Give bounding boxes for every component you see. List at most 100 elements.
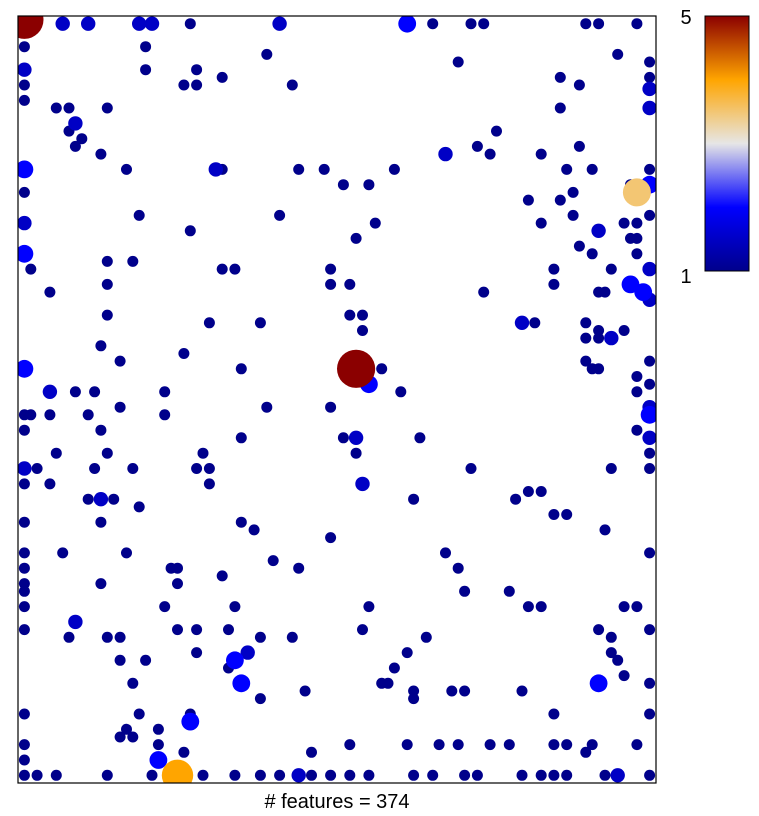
scatter-point — [484, 739, 496, 751]
scatter-point — [634, 283, 653, 301]
scatter-point — [82, 409, 94, 421]
scatter-point — [191, 79, 203, 91]
scatter-point — [144, 16, 160, 31]
scatter-point — [471, 769, 483, 781]
scatter-point — [114, 401, 126, 413]
scatter-point — [31, 463, 43, 474]
scatter-point — [459, 585, 471, 597]
scatter-point — [350, 232, 362, 244]
scatter-point — [573, 240, 585, 252]
scatter-point — [63, 631, 75, 643]
scatter-point — [203, 478, 215, 490]
scatter-point — [114, 731, 126, 743]
scatter-point — [382, 677, 394, 689]
scatter-point — [178, 79, 190, 91]
scatter-point — [586, 248, 598, 260]
scatter-point — [101, 631, 113, 643]
scatter-point — [18, 585, 30, 597]
scatter-point — [140, 64, 152, 76]
scatter-point — [140, 654, 152, 666]
scatter-point — [229, 601, 241, 613]
scatter-point — [55, 16, 70, 31]
scatter-point — [69, 386, 81, 398]
scatter-point — [18, 215, 32, 231]
scatter-point — [18, 601, 30, 613]
scatter-point — [561, 163, 573, 175]
scatter-point — [95, 516, 107, 528]
scatter-point — [248, 524, 260, 536]
scatter-point — [191, 463, 203, 474]
scatter-point — [599, 769, 611, 781]
scatter-point — [318, 163, 330, 175]
scatter-point — [133, 708, 145, 720]
scatter-point — [31, 769, 43, 781]
scatter-point — [95, 148, 107, 160]
colorbar-max-label: 5 — [680, 7, 691, 29]
scatter-point — [644, 624, 656, 636]
scatter-point — [503, 739, 515, 751]
scatter-point — [254, 693, 266, 705]
scatter-point — [18, 424, 30, 436]
scatter-point — [398, 16, 417, 33]
scatter-point — [93, 492, 109, 507]
scatter-point — [561, 769, 573, 781]
colorbar — [704, 15, 750, 272]
scatter-point — [452, 56, 464, 68]
scatter-point — [274, 209, 286, 221]
scatter-point — [355, 476, 370, 492]
scatter-point — [631, 424, 643, 436]
scatter-point — [172, 562, 183, 574]
scatter-point — [159, 386, 171, 398]
scatter-point — [261, 401, 273, 413]
scatter-point — [408, 693, 420, 705]
scatter-point — [586, 163, 598, 175]
scatter-point — [121, 723, 132, 735]
scatter-point — [593, 624, 605, 636]
scatter-point — [44, 409, 56, 421]
scatter-point — [471, 140, 483, 152]
scatter-point — [503, 585, 515, 597]
scatter-point — [325, 401, 337, 413]
scatter-point — [510, 493, 522, 505]
scatter-point — [240, 645, 255, 660]
scatter-point — [644, 677, 656, 689]
scatter-point — [152, 739, 164, 751]
scatter-point — [427, 18, 439, 30]
scatter-point — [593, 363, 605, 375]
scatter-point — [612, 48, 624, 60]
scatter-point — [408, 493, 420, 505]
scatter-point — [57, 547, 69, 559]
scatter-point — [605, 647, 617, 659]
scatter-point — [81, 16, 96, 31]
scatter-point — [618, 601, 630, 613]
scatter-point — [522, 194, 534, 206]
scatter-point — [522, 486, 534, 497]
scatter-point — [567, 186, 579, 198]
scatter-point — [108, 493, 120, 505]
scatter-point — [68, 614, 83, 630]
scatter-point — [178, 746, 190, 758]
scatter-point — [197, 769, 209, 781]
scatter-point — [363, 601, 375, 613]
scatter-point — [25, 409, 37, 421]
scatter-point — [18, 547, 30, 559]
scatter-point — [535, 601, 547, 613]
scatter-point — [644, 209, 656, 221]
scatter-point — [344, 769, 356, 781]
scatter-point — [561, 739, 573, 751]
scatter-point — [18, 739, 30, 751]
scatter-point — [631, 248, 643, 260]
scatter-point — [50, 447, 62, 459]
scatter-point — [554, 71, 566, 83]
scatter-point — [414, 432, 426, 444]
scatter-point — [293, 562, 305, 574]
scatter-point — [208, 162, 223, 177]
scatter-point — [18, 244, 34, 263]
scatter-point — [274, 769, 286, 781]
scatter-point — [376, 363, 388, 375]
scatter-point — [203, 317, 215, 329]
scatter-point — [114, 631, 126, 643]
scatter-point — [191, 624, 203, 636]
scatter-point — [203, 463, 215, 474]
scatter-point — [63, 102, 75, 114]
